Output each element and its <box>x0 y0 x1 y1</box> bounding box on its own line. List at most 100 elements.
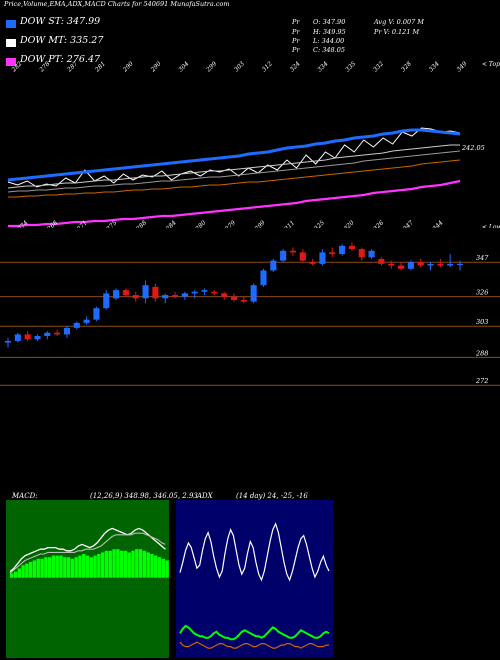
macd-histogram-bar <box>89 557 94 578</box>
ema-top-label: 290 <box>121 60 135 74</box>
price-level-label: 272 <box>475 377 488 385</box>
macd-title: MACD: <box>12 492 38 500</box>
macd-histogram-bar <box>108 550 112 578</box>
ema-tops-label: < Tops <box>482 61 500 68</box>
macd-histogram-bar <box>40 558 44 578</box>
candle-body <box>230 296 238 300</box>
ema-series-line <box>8 159 461 198</box>
candle-body <box>211 291 218 294</box>
adx-series-line <box>179 641 329 649</box>
candle-body <box>417 262 424 266</box>
macd-histogram-bar <box>44 557 48 578</box>
ema-series-line <box>7 128 461 182</box>
macd-histogram-bar <box>82 554 86 578</box>
macd-histogram-bar <box>104 550 109 578</box>
ema-top-label: 332 <box>372 60 385 73</box>
ema-top-label: 334 <box>428 60 441 73</box>
legend-swatch-st <box>6 20 16 28</box>
adx-series-line <box>179 522 330 582</box>
ema-top-label: 281 <box>93 60 107 74</box>
candle-body <box>289 250 297 253</box>
macd-histogram-bar <box>146 552 150 578</box>
adx-params: (14 day) 24, -25, -16 <box>236 492 308 500</box>
macd-histogram-bar <box>150 554 154 578</box>
candle-body <box>191 291 198 294</box>
candle-body <box>171 295 179 297</box>
ema-bottom-label: 311 <box>283 219 296 228</box>
macd-histogram-bar <box>21 565 25 578</box>
candle-body <box>447 263 454 266</box>
candle-body <box>407 262 414 269</box>
macd-histogram-bar <box>70 558 75 578</box>
macd-histogram-bar <box>157 557 162 578</box>
ema-top-label: 334 <box>316 60 329 73</box>
candle-body <box>83 319 90 323</box>
candle-body <box>4 340 12 343</box>
macd-histogram-bar <box>116 549 120 578</box>
ema-bottom-label: 268 <box>45 219 59 228</box>
macd-histogram-bar <box>161 558 166 578</box>
adx-chart <box>176 500 333 658</box>
macd-histogram-bar <box>51 555 56 578</box>
ema-top-label: 282 <box>10 60 24 74</box>
candle-body <box>358 249 365 258</box>
price-level-label: 326 <box>476 289 488 297</box>
ema-top-label: 290 <box>149 60 163 74</box>
candle-body <box>397 265 405 269</box>
candle-body <box>113 290 120 299</box>
candle-body <box>152 286 159 299</box>
candle-body <box>142 285 149 299</box>
macd-histogram-bar <box>59 555 63 578</box>
candle-body <box>181 293 188 297</box>
ema-bottom-label: 274 <box>16 219 30 228</box>
candle-body <box>103 293 110 309</box>
ema-lows-label: < Lows <box>482 224 500 228</box>
ema-top-label: 278 <box>38 60 52 74</box>
candle-body <box>348 245 355 250</box>
macd-histogram-bar <box>97 554 101 578</box>
ema-top-label: 349 <box>455 60 468 73</box>
candle-body <box>63 327 71 335</box>
candle-body <box>437 263 444 266</box>
price-level-label: 303 <box>476 318 488 326</box>
macd-histogram-bar <box>154 555 158 578</box>
adx-series-line <box>179 624 330 641</box>
ema-bottom-label: 271 <box>75 219 89 228</box>
macd-histogram-bar <box>66 557 71 578</box>
candle-body <box>260 270 267 286</box>
macd-histogram-bar <box>100 552 105 578</box>
ema-chart: 282 278 287 281 290 290 304 299 303 312 324 334 335 3… <box>7 60 500 228</box>
candle-body <box>250 285 257 302</box>
macd-histogram-bar <box>165 560 169 578</box>
candle-body <box>270 260 277 271</box>
adx-background <box>176 500 333 658</box>
macd-histogram-bar <box>28 562 33 578</box>
macd-histogram-bar <box>13 571 18 578</box>
legend-label-mt: DOW MT: 335.27 <box>20 35 104 46</box>
macd-signal-line <box>9 532 166 574</box>
legend-swatch-mt <box>6 39 16 47</box>
candle-body <box>24 334 31 340</box>
macd-chart <box>6 500 169 658</box>
ema-bottom-label: 288 <box>134 219 148 228</box>
stat-pr-4: Pr <box>292 46 300 54</box>
macd-background <box>6 500 169 658</box>
ema-bottom-label: 320 <box>343 219 356 228</box>
ema-top-label: 299 <box>204 60 218 74</box>
candle-body <box>299 252 306 261</box>
price-level-label: 347 <box>476 254 489 262</box>
legend-label-pt: DOW PT: 276.47 <box>20 54 101 65</box>
ema-bottom-label: 299 <box>253 219 267 228</box>
candle-body <box>368 250 375 258</box>
adx-title: ADX <box>197 492 213 500</box>
ema-series-line <box>8 179 461 228</box>
stat-pr-1: Pr <box>292 18 300 26</box>
stat-close: C: 348.05 <box>313 46 345 54</box>
candle-body <box>221 293 228 297</box>
candle-body <box>73 322 80 328</box>
page-title: Price,Volume,EMA,ADX,MACD Charts for 540… <box>4 0 230 8</box>
macd-histogram-bar <box>25 563 29 578</box>
candle-body <box>319 252 326 264</box>
ema-bottom-label: 326 <box>372 219 385 228</box>
